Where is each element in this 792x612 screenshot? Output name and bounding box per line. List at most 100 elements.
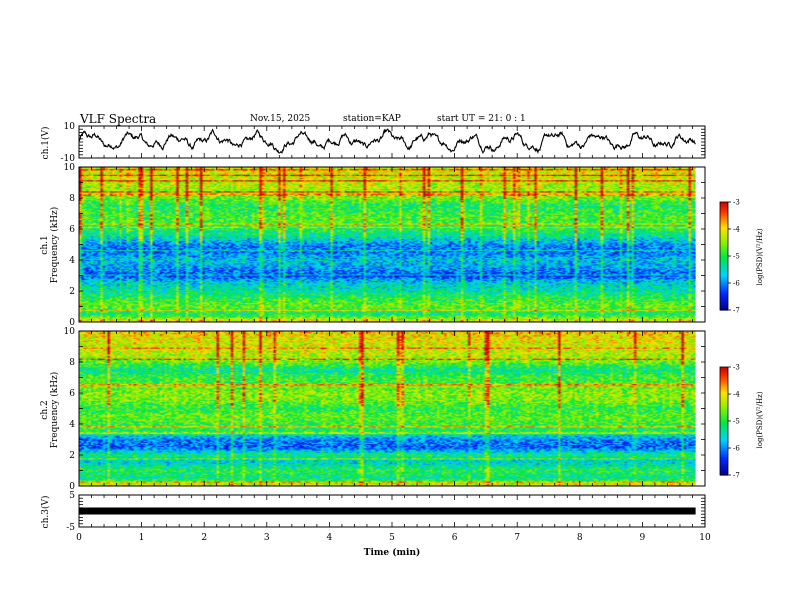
colorbar-cell bbox=[720, 279, 728, 282]
ch2-colorbar-label: log(PSD)(V²/Hz) bbox=[756, 391, 764, 449]
ch3-trace-ylabel: ch.3(V) bbox=[41, 495, 51, 529]
y-tick-label: -5 bbox=[66, 523, 75, 533]
colorbar-cell bbox=[720, 223, 728, 226]
frequency-label: Frequency (kHz) bbox=[50, 371, 60, 449]
y-tick-label: 8 bbox=[69, 358, 75, 368]
colorbar-cell bbox=[720, 383, 728, 386]
colorbar-cell bbox=[720, 453, 728, 456]
colorbar-cell bbox=[720, 218, 728, 221]
x-tick-label: 8 bbox=[577, 533, 583, 543]
ch2-label: ch.2 bbox=[40, 400, 50, 420]
colorbar-cell bbox=[720, 225, 728, 228]
colorbar-cell bbox=[720, 241, 728, 244]
colorbar-cell bbox=[720, 268, 728, 271]
colorbar-tick-label: -5 bbox=[733, 418, 740, 426]
colorbar-cell bbox=[720, 376, 728, 379]
x-tick-label: 0 bbox=[76, 533, 82, 543]
colorbar-cell bbox=[720, 277, 728, 280]
colorbar-cell bbox=[720, 435, 728, 438]
colorbar-cell bbox=[720, 406, 728, 409]
y-tick-label: 2 bbox=[69, 451, 75, 461]
colorbar-cell bbox=[720, 430, 728, 433]
colorbar-cell bbox=[720, 270, 728, 273]
colorbar-cell bbox=[720, 448, 728, 451]
colorbar-cell bbox=[720, 234, 728, 237]
ch1-waveform-line bbox=[78, 128, 696, 155]
ch1-colorbar: -3 -4 -5 -6 -7 bbox=[719, 199, 740, 315]
colorbar-cell bbox=[720, 451, 728, 454]
colorbar-cell bbox=[720, 263, 728, 266]
x-tick-label: 2 bbox=[201, 533, 207, 543]
colorbar-cell bbox=[720, 390, 728, 393]
colorbar-cell bbox=[720, 458, 728, 462]
x-tick-label: 5 bbox=[389, 533, 395, 543]
colorbar-cell bbox=[720, 374, 728, 377]
colorbar-cell bbox=[720, 367, 728, 370]
ch1-waveform-x-ticks bbox=[78, 126, 706, 158]
colorbar-cell bbox=[720, 385, 728, 388]
colorbar-cell bbox=[720, 464, 728, 467]
colorbar-cell bbox=[720, 404, 728, 408]
colorbar-cell bbox=[720, 212, 728, 216]
colorbar-cell bbox=[720, 428, 728, 431]
colorbar-cell bbox=[720, 281, 728, 284]
ch3-trace-y-ticks: 5 -5 bbox=[66, 491, 705, 533]
station-name: station=KAP bbox=[343, 114, 401, 124]
colorbar-cell bbox=[720, 203, 728, 207]
colorbar-cell bbox=[720, 421, 728, 424]
colorbar-cell bbox=[720, 422, 728, 426]
ch2-spectrogram-image bbox=[79, 331, 696, 486]
colorbar-cell bbox=[720, 446, 728, 449]
colorbar-cell bbox=[720, 256, 728, 259]
colorbar-cell bbox=[720, 442, 728, 445]
colorbar-cell bbox=[720, 466, 728, 469]
colorbar-cell bbox=[720, 216, 728, 219]
x-tick-label: 9 bbox=[640, 533, 646, 543]
colorbar-cell bbox=[720, 412, 728, 415]
colorbar-cell bbox=[720, 293, 728, 297]
colorbar-cell bbox=[720, 386, 728, 390]
y-tick-label: 4 bbox=[69, 256, 75, 266]
ch1-spectrogram-y-ticks: 0 2 4 6 8 10 bbox=[64, 163, 705, 328]
colorbar-cell bbox=[720, 257, 728, 261]
colorbar-tick-label: -7 bbox=[733, 472, 740, 480]
colorbar-tick-label: -7 bbox=[733, 307, 740, 315]
colorbar-cell bbox=[720, 275, 728, 279]
colorbar-cell bbox=[720, 370, 728, 373]
y-tick-label: -10 bbox=[61, 154, 76, 164]
y-tick-label: 2 bbox=[69, 287, 75, 297]
colorbar-tick-label: -4 bbox=[733, 391, 740, 399]
colorbar-cell bbox=[720, 284, 728, 288]
colorbar-cell bbox=[720, 214, 728, 217]
ch1-spectrogram-image bbox=[79, 167, 696, 322]
colorbar-cell bbox=[720, 205, 728, 208]
x-tick-label: 4 bbox=[327, 533, 333, 543]
colorbar-cell bbox=[720, 229, 728, 232]
y-tick-label: 10 bbox=[64, 163, 76, 173]
colorbar-cell bbox=[720, 286, 728, 289]
colorbar-cell bbox=[720, 410, 728, 413]
colorbar-tick-label: -5 bbox=[733, 253, 740, 261]
colorbar-cell bbox=[720, 308, 728, 311]
colorbar-cell bbox=[720, 211, 728, 214]
colorbar-cell bbox=[720, 209, 728, 212]
colorbar-cell bbox=[720, 467, 728, 471]
ch2-spectrogram-x-ticks bbox=[78, 331, 706, 486]
colorbar-cell bbox=[720, 408, 728, 411]
x-tick-label: 7 bbox=[514, 533, 520, 543]
x-tick-label: 3 bbox=[264, 533, 270, 543]
colorbar-cell bbox=[720, 301, 728, 304]
ch1-waveform-ylabel: ch.1(V) bbox=[41, 126, 51, 160]
colorbar-cell bbox=[720, 290, 728, 293]
colorbar-cell bbox=[720, 230, 728, 234]
x-tick-label: 1 bbox=[139, 533, 145, 543]
colorbar-cell bbox=[720, 220, 728, 223]
ch1-spectrogram-ylabel: ch.1 Frequency (kHz) bbox=[40, 207, 60, 284]
colorbar-cell bbox=[720, 437, 728, 440]
colorbar-cell bbox=[720, 379, 728, 382]
y-tick-label: 6 bbox=[69, 389, 75, 399]
y-tick-label: 6 bbox=[69, 225, 75, 235]
colorbar-cell bbox=[720, 439, 728, 442]
